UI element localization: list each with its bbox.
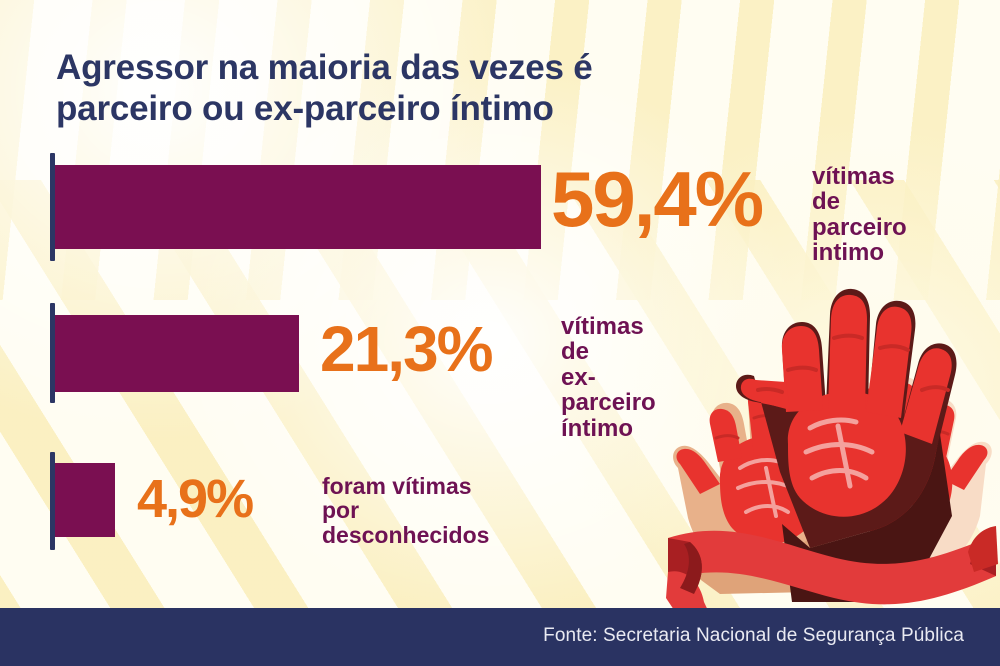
source-text: Fonte: Secretaria Nacional de Segurança … (543, 625, 964, 646)
bar-chart: 59,4% vítimas de parceiro intimo 21,3% v… (50, 153, 907, 550)
bar-value-label: 59,4% (551, 155, 764, 243)
raised-hands-illustration (660, 272, 1000, 608)
axis-tick-mark (50, 153, 55, 261)
bar (55, 463, 115, 537)
bar (55, 165, 541, 249)
red-ribbon-banner (666, 526, 998, 608)
bar-category-label: foram vítimas por desconhecidos (322, 473, 490, 548)
bar-category-label: vítimas de ex- parceiro íntimo (561, 313, 656, 442)
page-title: Agressor na maioria das vezes é parceiro… (56, 48, 593, 128)
bar (55, 315, 299, 392)
axis-tick-mark (50, 303, 55, 403)
axis-tick-mark (50, 452, 55, 550)
footer-bar: Fonte: Secretaria Nacional de Segurança … (0, 608, 1000, 666)
bar-value-label: 4,9% (137, 469, 254, 529)
bar-category-label: vítimas de parceiro intimo (812, 163, 907, 267)
bar-value-label: 21,3% (320, 313, 493, 385)
